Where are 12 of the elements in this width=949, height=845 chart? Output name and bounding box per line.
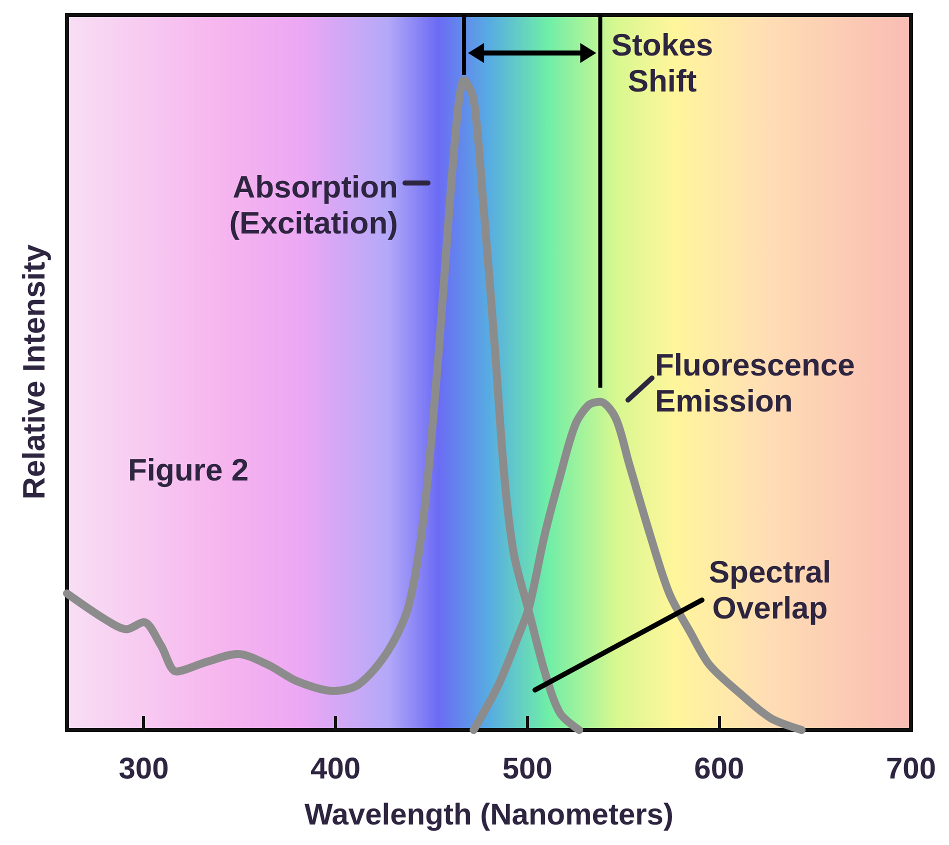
x-tick-label: 400 [310, 752, 361, 786]
x-tick-label: 600 [694, 752, 744, 786]
x-tick-label: 300 [118, 752, 169, 786]
x-axis-title: Wavelength (Nanometers) [304, 798, 674, 832]
y-axis-title: Relative Intensity [16, 244, 52, 500]
x-tick-label: 500 [502, 752, 552, 786]
x-tick-label: 700 [886, 752, 936, 786]
annotation: Stokes Shift [611, 28, 714, 98]
annotation: Absorption (Excitation) [229, 170, 398, 240]
annotation: Spectral Overlap [708, 554, 832, 626]
annotation: Fluorescence Emission [655, 348, 855, 418]
annotation: Figure 2 [128, 452, 249, 488]
